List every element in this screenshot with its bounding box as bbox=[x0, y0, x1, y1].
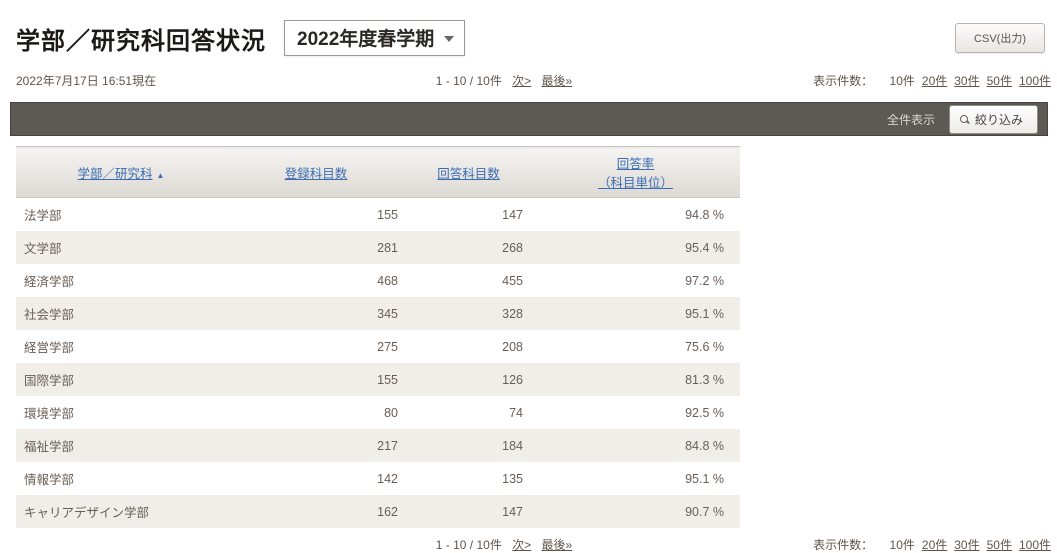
page-size-label: 表示件数： bbox=[813, 538, 874, 552]
filter-button-label: 絞り込み bbox=[974, 112, 1023, 127]
page-size-options: 20件 30件 50件 100件 bbox=[915, 74, 1051, 88]
response-rate: 84.8 % bbox=[531, 429, 740, 462]
response-rate: 95.4 % bbox=[531, 231, 740, 264]
page-size-option[interactable]: 30件 bbox=[954, 74, 980, 88]
page-size-option[interactable]: 20件 bbox=[921, 538, 948, 552]
response-rate: 75.6 % bbox=[685, 339, 724, 354]
pagination-last-link[interactable]: 最後» bbox=[541, 74, 573, 88]
answered-count: 208 bbox=[502, 339, 523, 354]
faculty-name: 国際学部 bbox=[16, 363, 226, 396]
answered-count: 135 bbox=[502, 471, 523, 486]
column-header-registered[interactable]: 登録科目数 bbox=[226, 146, 406, 198]
response-rate: 92.5 % bbox=[685, 405, 724, 420]
registered-count: 155 bbox=[377, 207, 398, 222]
chevron-down-icon bbox=[444, 35, 455, 42]
table-row: 環境学部 80 74 92.5 % bbox=[16, 396, 740, 429]
bottom-meta-row: 1 - 10 / 10件 次> 最後» 表示件数： 10件 20件 30件 50件 10… bbox=[16, 536, 1051, 552]
response-status-table: 学部／研究科 ▲ 登録科目数 回答科目数 回答率 （科目単位） 法学部 155 147… bbox=[16, 146, 740, 528]
page-header: 学部／研究科回答状況 2022年度春学期 CSV(出力) bbox=[16, 20, 1045, 56]
page-size-options: 20件 30件 50件 100件 bbox=[915, 538, 1051, 552]
pagination-range: 1 - 10 / 10件 bbox=[435, 74, 502, 88]
faculty-name: 福祉学部 bbox=[16, 429, 226, 462]
answered-count: 328 bbox=[406, 297, 531, 330]
response-table-body: 法学部 155 147 94.8 % 文学部 281 268 95.4 % 経済学部 468 455… bbox=[16, 198, 740, 528]
page-size-option[interactable]: 50件 bbox=[986, 74, 1012, 88]
pagination-range: 1 - 10 / 10件 bbox=[435, 538, 502, 552]
pagination-next-link[interactable]: 次> bbox=[512, 538, 532, 552]
response-rate: 95.1 % bbox=[531, 297, 740, 330]
response-rate: 81.3 % bbox=[531, 363, 740, 396]
search-icon bbox=[959, 114, 969, 124]
show-all-link[interactable]: 全件表示 bbox=[886, 112, 935, 127]
answered-count: 74 bbox=[509, 405, 523, 420]
page-size-option[interactable]: 20件 bbox=[921, 74, 948, 88]
pagination-top: 1 - 10 / 10件 次> 最後» bbox=[436, 72, 572, 89]
registered-count: 275 bbox=[377, 339, 398, 354]
faculty-name: キャリアデザイン学部 bbox=[16, 495, 226, 528]
page-size-option[interactable]: 100件 bbox=[1018, 74, 1051, 88]
page-size-current: 10件 bbox=[889, 74, 915, 88]
response-rate: 90.7 % bbox=[531, 495, 740, 528]
page-size-bottom: 表示件数： 10件 20件 30件 50件 100件 bbox=[813, 536, 1051, 553]
registered-count: 142 bbox=[377, 471, 398, 486]
response-rate: 94.8 % bbox=[685, 207, 724, 222]
sort-asc-icon: ▲ bbox=[156, 170, 165, 180]
page-size-top: 表示件数： 10件 20件 30件 50件 100件 bbox=[813, 72, 1051, 89]
page-size-label: 表示件数： bbox=[813, 74, 874, 88]
table-row: 経営学部 275 208 75.6 % bbox=[16, 330, 740, 363]
page-size-option[interactable]: 30件 bbox=[954, 538, 980, 552]
table-row: 法学部 155 147 94.8 % bbox=[16, 198, 740, 232]
registered-count: 80 bbox=[384, 405, 398, 420]
answered-count: 455 bbox=[502, 273, 523, 288]
faculty-name: 情報学部 bbox=[24, 473, 75, 487]
faculty-name: 文学部 bbox=[16, 231, 226, 264]
top-meta-row: 2022年7月17日 16:51現在 1 - 10 / 10件 次> 最後» 表… bbox=[16, 72, 1051, 88]
faculty-name: 法学部 bbox=[24, 209, 62, 223]
registered-count: 281 bbox=[226, 231, 406, 264]
answered-count: 184 bbox=[406, 429, 531, 462]
table-row: 社会学部 345 328 95.1 % bbox=[16, 297, 740, 330]
registered-count: 155 bbox=[226, 363, 406, 396]
faculty-name: 社会学部 bbox=[16, 297, 226, 330]
response-rate: 97.2 % bbox=[685, 273, 724, 288]
filter-toolbar: 全件表示 絞り込み bbox=[10, 102, 1048, 136]
column-header-answered[interactable]: 回答科目数 bbox=[406, 146, 531, 198]
semester-dropdown-value: 2022年度春学期 bbox=[297, 29, 435, 50]
table-header-row: 学部／研究科 ▲ 登録科目数 回答科目数 回答率 （科目単位） bbox=[16, 146, 740, 198]
table-row: 国際学部 155 126 81.3 % bbox=[16, 363, 740, 396]
faculty-name: 環境学部 bbox=[24, 407, 75, 421]
column-header-faculty[interactable]: 学部／研究科 ▲ bbox=[16, 146, 226, 198]
answered-count: 147 bbox=[406, 495, 531, 528]
answered-count: 147 bbox=[502, 207, 523, 222]
semester-dropdown[interactable]: 2022年度春学期 bbox=[284, 20, 466, 56]
answered-count: 126 bbox=[406, 363, 531, 396]
csv-export-button[interactable]: CSV(出力) bbox=[955, 23, 1045, 53]
registered-count: 468 bbox=[377, 273, 398, 288]
faculty-name: 経営学部 bbox=[24, 341, 75, 355]
faculty-name: 経済学部 bbox=[24, 275, 75, 289]
response-rate: 95.1 % bbox=[685, 471, 724, 486]
page-size-option[interactable]: 100件 bbox=[1018, 538, 1051, 552]
registered-count: 217 bbox=[226, 429, 406, 462]
page-size-current: 10件 bbox=[889, 538, 915, 552]
table-row: 情報学部 142 135 95.1 % bbox=[16, 462, 740, 495]
filter-button[interactable]: 絞り込み bbox=[948, 104, 1038, 134]
pagination-next-link[interactable]: 次> bbox=[512, 74, 532, 88]
pagination-last-link[interactable]: 最後» bbox=[541, 538, 573, 552]
timestamp: 2022年7月17日 16:51現在 bbox=[16, 74, 157, 88]
answered-count: 268 bbox=[406, 231, 531, 264]
pagination-bottom: 1 - 10 / 10件 次> 最後» bbox=[436, 536, 572, 553]
page-size-option[interactable]: 50件 bbox=[986, 538, 1012, 552]
page-title: 学部／研究科回答状況 bbox=[16, 27, 266, 55]
table-row: 文学部 281 268 95.4 % bbox=[16, 231, 740, 264]
registered-count: 162 bbox=[226, 495, 406, 528]
registered-count: 345 bbox=[226, 297, 406, 330]
table-row: 経済学部 468 455 97.2 % bbox=[16, 264, 740, 297]
column-header-rate[interactable]: 回答率 （科目単位） bbox=[531, 146, 740, 198]
table-row: 福祉学部 217 184 84.8 % bbox=[16, 429, 740, 462]
table-row: キャリアデザイン学部 162 147 90.7 % bbox=[16, 495, 740, 528]
